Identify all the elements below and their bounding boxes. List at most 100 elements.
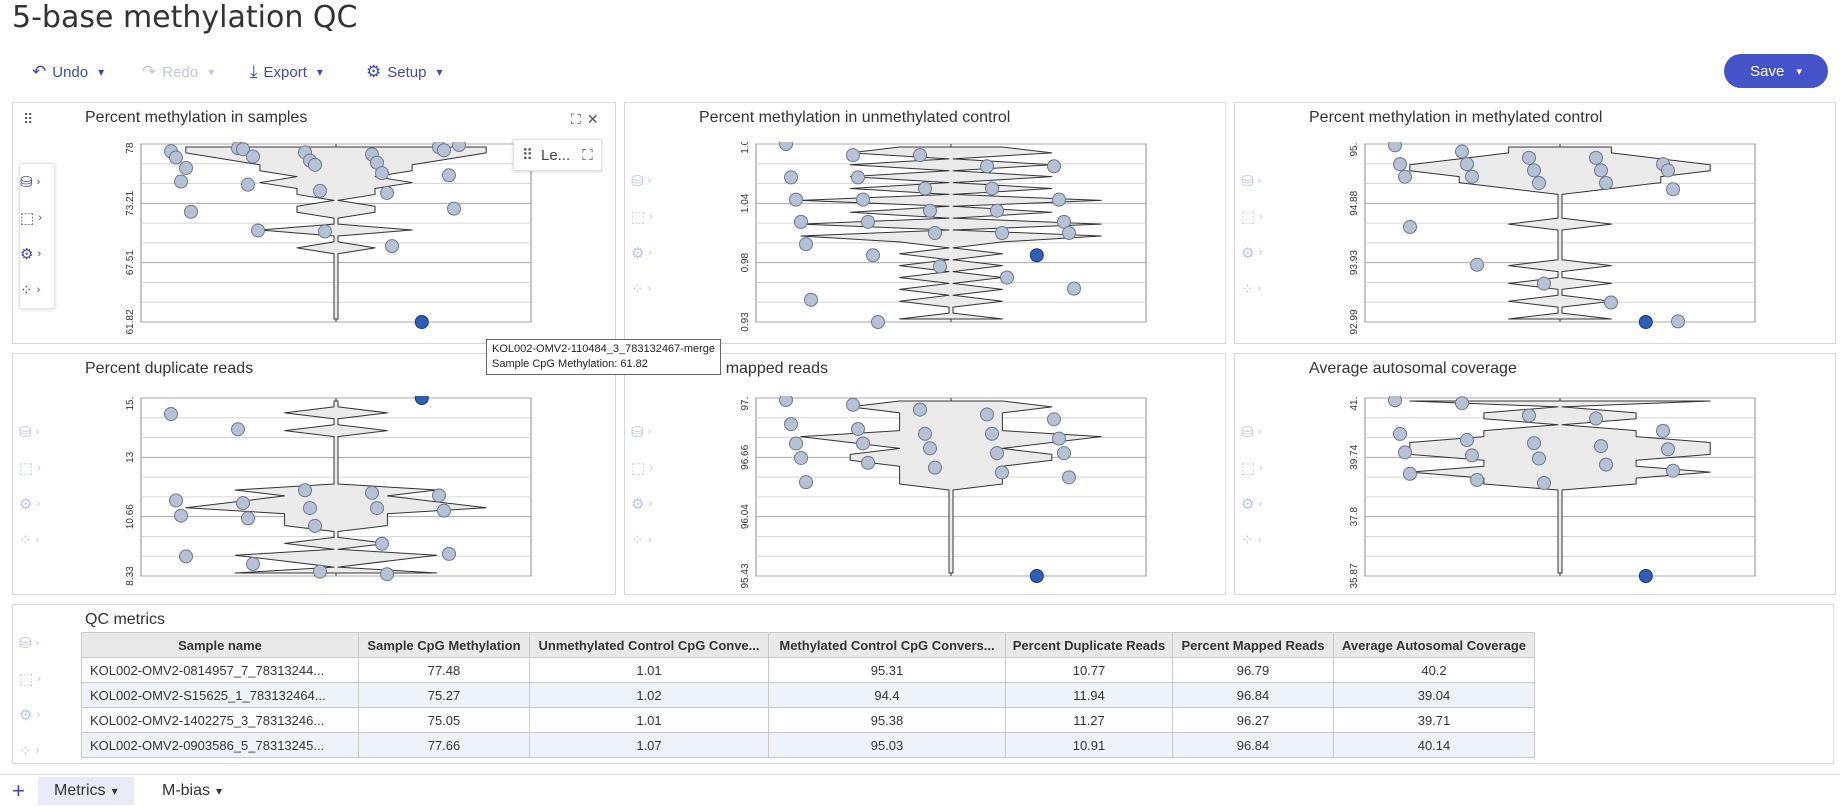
data-point[interactable]: [375, 166, 389, 181]
data-point[interactable]: [1589, 411, 1603, 426]
data-point[interactable]: [1403, 220, 1417, 235]
data-point[interactable]: [928, 226, 942, 240]
data-point[interactable]: [846, 397, 860, 412]
data-point[interactable]: [1398, 445, 1412, 460]
data-point[interactable]: [231, 422, 245, 437]
selection-button[interactable]: ⬚ ›: [19, 450, 53, 486]
data-point[interactable]: [1062, 226, 1076, 240]
data-point[interactable]: [866, 248, 880, 263]
data-point[interactable]: [913, 402, 927, 417]
data-point[interactable]: [318, 224, 332, 239]
data-point[interactable]: [923, 441, 937, 456]
data-point[interactable]: [246, 149, 260, 164]
data-point[interactable]: [1532, 451, 1546, 466]
data-point[interactable]: [789, 192, 803, 207]
data-point[interactable]: [799, 237, 813, 252]
selection-button[interactable]: ⬚ ›: [631, 199, 665, 235]
data-point[interactable]: [303, 501, 317, 516]
data-point[interactable]: [1656, 423, 1670, 438]
data-point[interactable]: [1537, 276, 1551, 291]
data-source-button[interactable]: ⛁ ›: [1241, 414, 1275, 450]
highlighted-data-point[interactable]: [1029, 248, 1044, 263]
data-point[interactable]: [437, 143, 451, 158]
data-point[interactable]: [1047, 412, 1061, 427]
data-point[interactable]: [442, 546, 456, 561]
data-point[interactable]: [913, 148, 927, 163]
data-point[interactable]: [995, 465, 1009, 480]
data-point[interactable]: [990, 203, 1004, 218]
data-point[interactable]: [794, 450, 808, 465]
data-source-button[interactable]: ⛁ ›: [19, 625, 53, 661]
highlighted-data-point[interactable]: [1638, 315, 1653, 329]
data-point[interactable]: [241, 177, 255, 192]
settings-button[interactable]: ⚙ ›: [19, 697, 53, 733]
data-point[interactable]: [308, 518, 322, 533]
data-point[interactable]: [784, 417, 798, 432]
column-header[interactable]: Percent Mapped Reads: [1172, 632, 1334, 658]
data-point[interactable]: [179, 160, 193, 175]
data-point[interactable]: [779, 142, 793, 151]
highlighted-data-point[interactable]: [414, 396, 429, 405]
data-point[interactable]: [990, 446, 1004, 461]
data-point[interactable]: [1052, 431, 1066, 446]
data-point[interactable]: [794, 214, 808, 229]
data-point[interactable]: [1599, 175, 1613, 190]
column-header[interactable]: Methylated Control CpG Convers...: [768, 632, 1006, 658]
data-point[interactable]: [1052, 192, 1066, 207]
undo-button[interactable]: ↶ Undo ▾: [32, 60, 104, 84]
chart-options-button[interactable]: ⁘ ›: [1241, 271, 1275, 307]
data-point[interactable]: [1470, 472, 1484, 487]
maximize-icon[interactable]: ⛶: [571, 111, 581, 127]
column-header[interactable]: Percent Duplicate Reads: [1005, 632, 1173, 658]
settings-button[interactable]: ⚙ ›: [631, 235, 665, 271]
data-point[interactable]: [1388, 396, 1402, 408]
data-point[interactable]: [928, 460, 942, 475]
data-point[interactable]: [370, 501, 384, 516]
data-source-button[interactable]: ⛁ ›: [631, 414, 665, 450]
data-point[interactable]: [169, 150, 183, 165]
data-point[interactable]: [918, 181, 932, 196]
data-point[interactable]: [1062, 470, 1076, 485]
data-point[interactable]: [1666, 463, 1680, 478]
data-point[interactable]: [985, 426, 999, 441]
data-point[interactable]: [1537, 476, 1551, 491]
data-point[interactable]: [871, 315, 885, 329]
close-icon[interactable]: ✕: [586, 111, 599, 127]
data-point[interactable]: [1460, 157, 1474, 172]
data-point[interactable]: [1057, 446, 1071, 461]
data-point[interactable]: [1403, 466, 1417, 481]
data-point[interactable]: [1527, 436, 1541, 451]
data-point[interactable]: [779, 396, 793, 407]
data-point[interactable]: [380, 567, 394, 582]
data-point[interactable]: [804, 292, 818, 307]
legend-toggle[interactable]: ⠿ Le... ⛶: [513, 139, 602, 171]
data-point[interactable]: [1599, 457, 1613, 472]
data-point[interactable]: [308, 157, 322, 172]
selection-button[interactable]: ⬚ ›: [1241, 450, 1275, 486]
selection-button[interactable]: ⬚ ›: [20, 200, 54, 236]
data-point[interactable]: [1465, 448, 1479, 463]
data-point[interactable]: [246, 557, 260, 572]
chart-options-button[interactable]: ⁘ ›: [631, 271, 665, 307]
data-point[interactable]: [995, 226, 1009, 240]
data-point[interactable]: [856, 192, 870, 207]
data-point[interactable]: [1393, 157, 1407, 172]
settings-button[interactable]: ⚙ ›: [631, 486, 665, 522]
chart-options-button[interactable]: ⁘ ›: [19, 733, 53, 769]
data-point[interactable]: [1393, 426, 1407, 441]
data-point[interactable]: [447, 201, 461, 216]
data-point[interactable]: [174, 508, 188, 523]
chart-options-button[interactable]: ⁘ ›: [19, 522, 53, 558]
drag-handle-icon[interactable]: ⠿: [23, 111, 34, 127]
data-point[interactable]: [1522, 408, 1536, 423]
data-point[interactable]: [861, 214, 875, 229]
data-point[interactable]: [799, 475, 813, 490]
setup-button[interactable]: ⚙ Setup ▾: [366, 60, 442, 84]
data-point[interactable]: [980, 159, 994, 174]
highlighted-data-point[interactable]: [1029, 569, 1044, 583]
data-point[interactable]: [169, 493, 183, 508]
data-point[interactable]: [380, 185, 394, 200]
expand-icon[interactable]: ⛶: [582, 146, 593, 164]
data-point[interactable]: [437, 503, 451, 518]
data-source-button[interactable]: ⛁ ›: [631, 163, 665, 199]
